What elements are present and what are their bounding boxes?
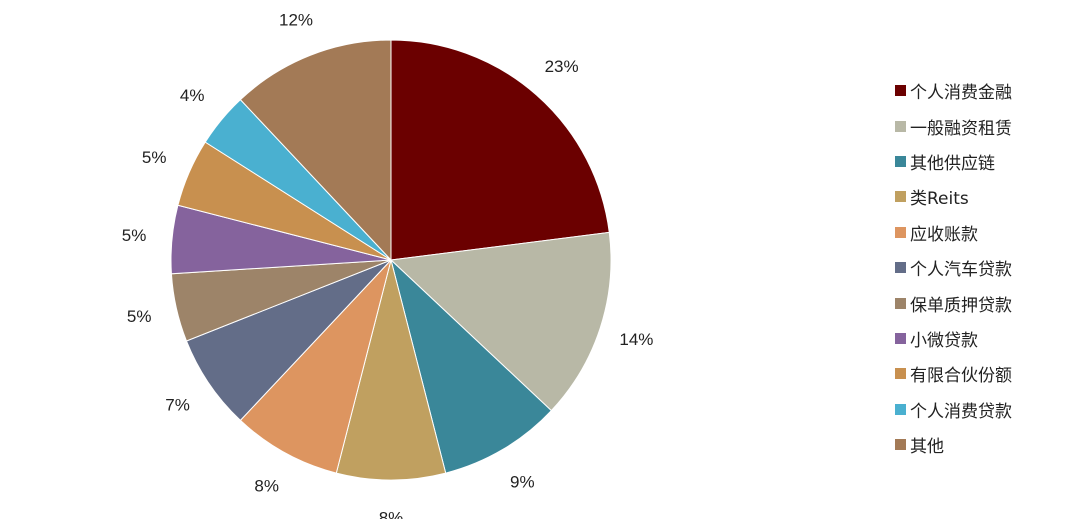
legend-label: 其他 bbox=[910, 437, 944, 458]
pie-slice bbox=[239, 259, 392, 474]
slice-data-label: 14% bbox=[619, 330, 653, 349]
legend-label: 个人消费贷款 bbox=[910, 401, 1012, 422]
slice-data-label: 8% bbox=[379, 509, 404, 519]
legend-item: 其他供应链 bbox=[895, 144, 1075, 179]
legend-item: 其他 bbox=[895, 427, 1075, 462]
legend-label: 个人汽车贷款 bbox=[910, 260, 1012, 281]
legend-swatch bbox=[895, 297, 906, 309]
legend-swatch bbox=[895, 262, 906, 274]
legend-label: 应收账款 bbox=[910, 224, 978, 245]
pie-slice bbox=[390, 258, 553, 474]
legend-swatch bbox=[895, 120, 906, 132]
legend-swatch bbox=[895, 191, 906, 203]
slice-data-label: 12% bbox=[279, 11, 313, 30]
slice-data-label: 23% bbox=[545, 57, 579, 76]
pie-slice bbox=[335, 259, 447, 481]
slice-data-label: 5% bbox=[127, 307, 152, 326]
pie-slice bbox=[389, 231, 612, 412]
legend-label: 一般融资租赁 bbox=[910, 118, 1012, 139]
legend-swatch bbox=[895, 226, 906, 238]
legend-label: 其他供应链 bbox=[910, 153, 995, 174]
pie-data-labels: 23% 14% 9% 8% 8% 7% 5% 5% 5% 4% 12% bbox=[122, 11, 654, 519]
legend-item: 一般融资租赁 bbox=[895, 108, 1075, 143]
legend-item: 应收账款 bbox=[895, 215, 1075, 250]
legend-item: 有限合伙份额 bbox=[895, 356, 1075, 391]
slice-data-label: 7% bbox=[165, 396, 190, 415]
legend-swatch bbox=[895, 439, 906, 451]
slice-data-label: 8% bbox=[254, 477, 279, 496]
legend-item: 小微贷款 bbox=[895, 321, 1075, 356]
legend-item: 个人消费金融 bbox=[895, 73, 1075, 108]
slice-data-label: 5% bbox=[122, 226, 147, 245]
slice-data-label: 4% bbox=[180, 86, 205, 105]
legend-item: 个人汽车贷款 bbox=[895, 250, 1075, 285]
legend-swatch bbox=[895, 403, 906, 415]
legend-swatch bbox=[895, 155, 906, 167]
legend-item: 类Reits bbox=[895, 179, 1075, 214]
legend-label: 有限合伙份额 bbox=[910, 366, 1012, 387]
legend-label: 小微贷款 bbox=[910, 330, 978, 351]
legend-label: 保单质押贷款 bbox=[910, 295, 1012, 316]
legend-item: 个人消费贷款 bbox=[895, 392, 1075, 427]
pie-slices bbox=[170, 39, 612, 481]
slice-data-label: 5% bbox=[142, 148, 167, 167]
pie-slice bbox=[390, 39, 610, 261]
slice-data-label: 9% bbox=[510, 473, 535, 492]
pie-slice bbox=[239, 39, 392, 262]
legend-item: 保单质押贷款 bbox=[895, 285, 1075, 320]
legend-label: 类Reits bbox=[910, 189, 969, 210]
legend-swatch bbox=[895, 332, 906, 344]
legend-swatch bbox=[895, 368, 906, 380]
legend-swatch bbox=[895, 85, 906, 97]
chart-legend: 个人消费金融 一般融资租赁 其他供应链类Reits 应收账款个人汽车贷款 保单质押贷款小… bbox=[895, 73, 1075, 462]
legend-label: 个人消费金融 bbox=[910, 83, 1012, 104]
